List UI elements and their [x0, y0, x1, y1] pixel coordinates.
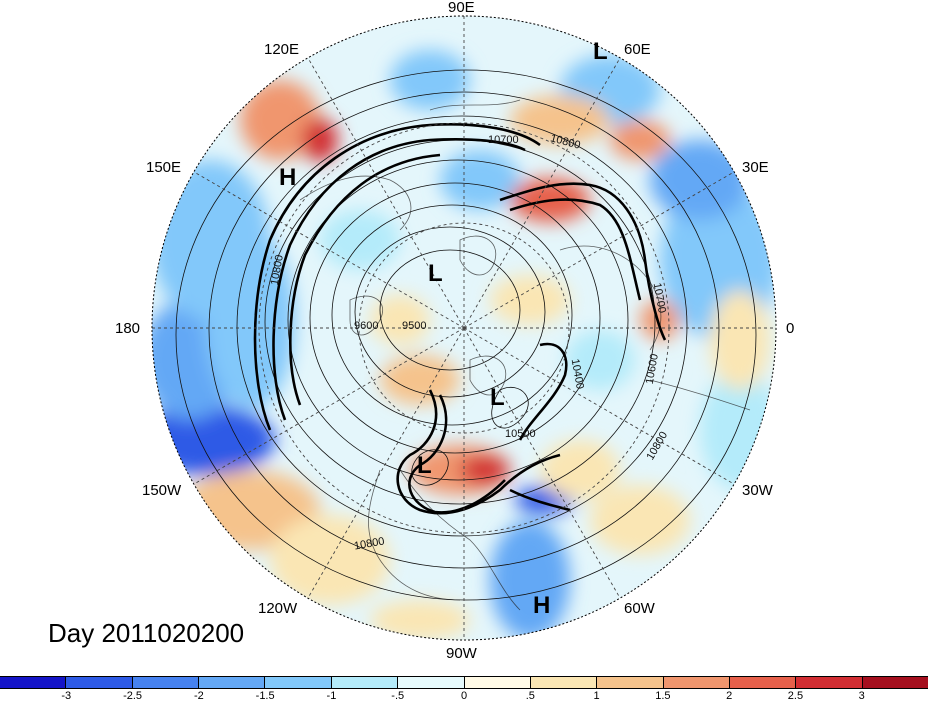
- colorbar-swatch: [65, 677, 132, 688]
- colorbar-swatch: [463, 677, 530, 688]
- colorbar-tick-label: -2: [193, 690, 204, 702]
- lon-label-90w: 90W: [446, 645, 477, 662]
- lon-label-90e: 90E: [448, 0, 475, 16]
- lon-label-0: 0: [786, 320, 795, 337]
- date-title: Day 2011020200: [48, 618, 245, 648]
- contour-label: 9500: [402, 320, 427, 332]
- colorbar-tick-label: 1.5: [655, 690, 671, 702]
- contour-label: 9600: [354, 320, 379, 332]
- lon-label-120w: 120W: [258, 600, 298, 617]
- lon-label-60e: 60E: [624, 41, 651, 58]
- shaded-field: [152, 16, 776, 640]
- lon-label-120e: 120E: [264, 41, 300, 58]
- colorbar-swatch: [529, 677, 597, 688]
- colorbar-swatch: [131, 677, 199, 688]
- low-center-arctic: L: [428, 260, 443, 287]
- low-center-north-america: L: [417, 452, 432, 479]
- colorbar-swatch: [728, 677, 796, 688]
- colorbar-swatch: [0, 677, 66, 688]
- colorbar-swatch: [198, 677, 265, 688]
- colorbar-swatch: [330, 677, 398, 688]
- colorbar-swatch: [596, 677, 663, 688]
- lon-label-150w: 150W: [142, 482, 182, 499]
- contour-label: 10500: [505, 428, 536, 440]
- colorbar-tick-label: 0: [460, 690, 468, 702]
- lon-label-150e: 150E: [146, 159, 182, 176]
- colorbar-tick-label: -1.5: [255, 690, 275, 702]
- colorbar-swatch: [795, 677, 862, 688]
- lon-label-30w: 30W: [742, 482, 773, 499]
- colorbar-swatch: [264, 677, 331, 688]
- colorbar-swatch: [662, 677, 729, 688]
- colorbar-tick-label: 1: [593, 690, 600, 702]
- colorbar-tick-label: -3: [61, 690, 72, 702]
- colorbar-tick-label: .5: [525, 690, 535, 702]
- colorbar: [0, 676, 928, 689]
- colorbar-tick-label: -1: [326, 690, 337, 702]
- colorbar-tick-label: -2.5: [123, 690, 143, 702]
- lon-label-60w: 60W: [624, 600, 655, 617]
- colorbar-tick-label: 2: [726, 690, 733, 702]
- lon-label-180: 180: [115, 320, 141, 337]
- colorbar-swatch: [861, 677, 928, 688]
- colorbar-swatch: [397, 677, 464, 688]
- low-center-baffin: L: [490, 384, 505, 411]
- lon-label-30e: 30E: [742, 159, 769, 176]
- high-center-atlantic: H: [533, 592, 551, 619]
- high-center-siberia: H: [279, 164, 297, 191]
- colorbar-tick-label: 2.5: [787, 690, 804, 702]
- low-center-asia: L: [593, 38, 608, 65]
- map-boundary: [151, 15, 777, 641]
- colorbar-tick-label: 3: [858, 690, 865, 702]
- contour-label: 10700: [488, 134, 519, 146]
- colorbar-tick-label: -.5: [391, 690, 405, 702]
